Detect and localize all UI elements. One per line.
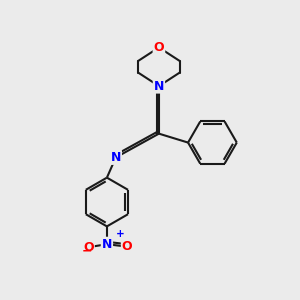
Text: N: N (111, 151, 121, 164)
Text: O: O (154, 41, 164, 54)
Text: +: + (116, 229, 124, 239)
Text: O: O (83, 241, 94, 254)
Text: N: N (154, 80, 164, 93)
Text: O: O (122, 240, 132, 253)
Text: −: − (82, 244, 92, 258)
Text: N: N (102, 238, 112, 251)
